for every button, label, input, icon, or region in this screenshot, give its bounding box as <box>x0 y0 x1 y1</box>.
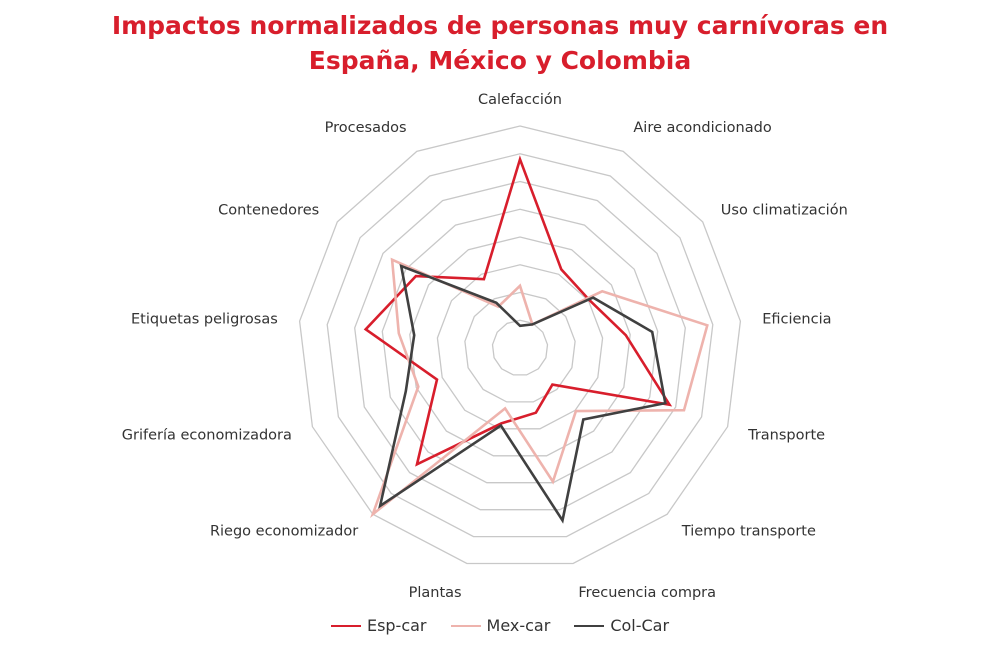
legend-swatch <box>450 624 481 627</box>
legend-item: Col-Car <box>574 616 669 635</box>
grid-ring-4 <box>409 236 631 457</box>
axis-label: Frecuencia compra <box>578 585 716 601</box>
chart-title-line-1: Impactos normalizados de personas muy ca… <box>111 11 889 40</box>
axis-label: Contenedores <box>218 202 319 218</box>
legend-label: Esp-car <box>366 616 427 635</box>
grid-ring-8 <box>298 125 742 565</box>
legend-item: Mex-car <box>450 616 551 635</box>
chart-title: Impactos normalizados de personas muy ca… <box>0 8 1000 78</box>
series-line-mex-car <box>370 257 709 519</box>
series-line-esp-car <box>363 155 673 467</box>
legend: Esp-car Mex-car Col-Car <box>0 616 1000 635</box>
grid-ring-6 <box>354 180 686 511</box>
axis-label: Eficiencia <box>762 312 831 328</box>
axis-label: Procesados <box>325 120 407 136</box>
legend-swatch <box>330 624 361 627</box>
legend-label: Col-Car <box>610 616 670 635</box>
grid-ring-5 <box>381 208 659 484</box>
chart-title-line-2: España, México y Colombia <box>308 46 692 75</box>
grid-ring-2 <box>464 291 576 403</box>
grid-ring-3 <box>436 264 604 430</box>
axis-label: Uso climatización <box>721 202 848 218</box>
grid-ring-1 <box>491 319 549 376</box>
series-line-col-car <box>378 263 667 524</box>
legend-label: Mex-car <box>486 616 551 635</box>
legend-item: Esp-car <box>330 616 427 635</box>
legend-swatch <box>574 624 605 627</box>
axis-label: Riego economizador <box>210 524 358 540</box>
axis-label: Tiempo transporte <box>681 524 816 540</box>
axis-label: Etiquetas peligrosas <box>131 312 278 328</box>
axis-label: Grifería economizadora <box>122 428 292 444</box>
axis-labels: Calefacción Aire acondicionado Uso climati… <box>122 92 848 601</box>
axis-label: Plantas <box>409 585 462 601</box>
axis-label: Calefacción <box>478 92 562 108</box>
axis-label: Transporte <box>747 428 825 444</box>
radar-series <box>363 155 709 524</box>
grid-ring-7 <box>326 153 714 538</box>
radar-grid <box>298 125 742 565</box>
axis-label: Aire acondicionado <box>633 120 771 136</box>
